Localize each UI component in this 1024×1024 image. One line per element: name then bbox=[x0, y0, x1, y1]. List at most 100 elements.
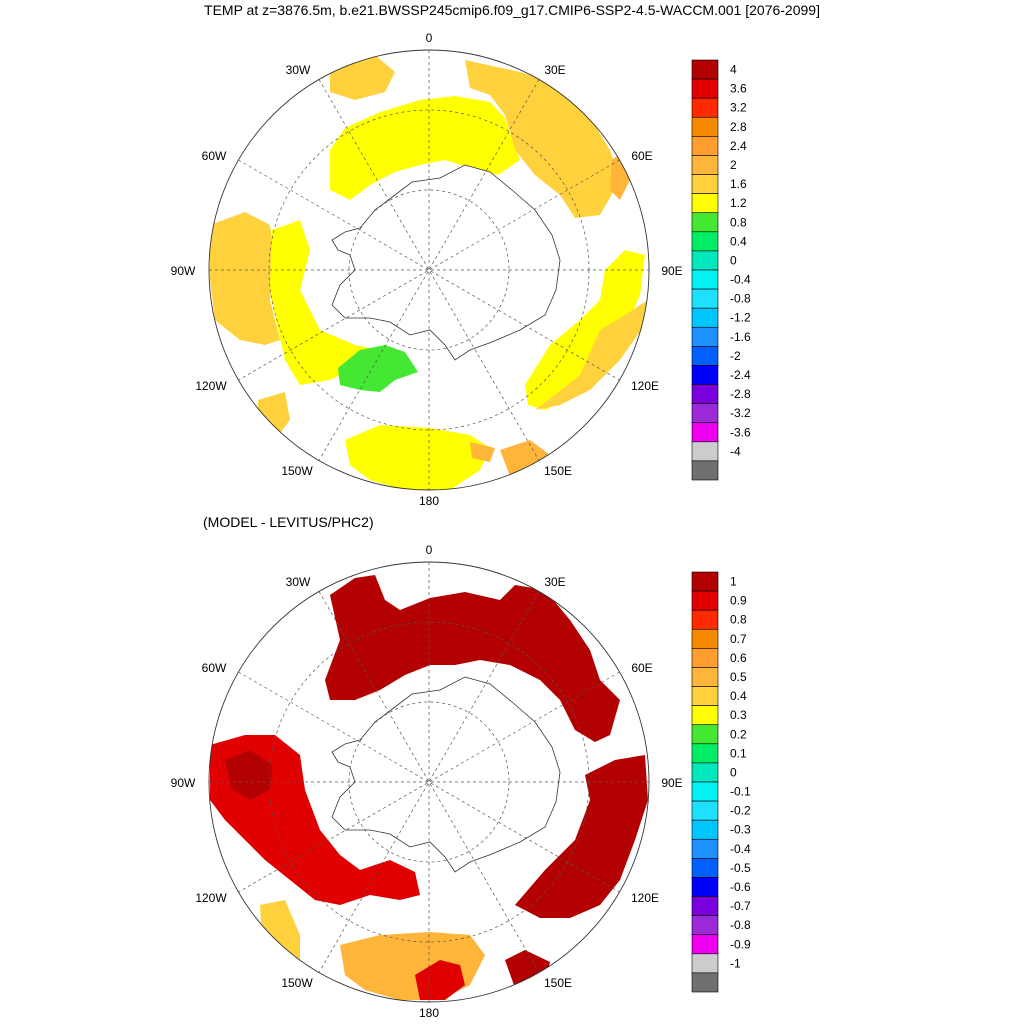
colorbar-swatch bbox=[691, 116, 719, 137]
lon-label: 150W bbox=[281, 976, 313, 990]
colorbar-tick-label: -0.4 bbox=[730, 842, 751, 856]
lon-label: 60E bbox=[631, 149, 652, 163]
model-graticule bbox=[209, 50, 649, 490]
colorbar-tick-label: -1.6 bbox=[730, 330, 751, 344]
colorbar-swatch bbox=[691, 972, 719, 993]
main-title: TEMP at z=3876.5m, b.e21.BWSSP245cmip6.f… bbox=[204, 2, 820, 18]
colorbar-tick-label: 0.3 bbox=[730, 708, 747, 722]
model-map: 0 30E 60E 90E 120E 150E 180 150W 120W 90… bbox=[171, 31, 751, 508]
colorbar-swatch bbox=[691, 78, 719, 99]
model-field bbox=[209, 50, 649, 490]
colorbar-swatch bbox=[691, 915, 719, 936]
colorbar-tick-label: 2 bbox=[730, 158, 737, 172]
colorbar-tick-label: -0.6 bbox=[730, 880, 751, 894]
colorbar-tick-label: 2.4 bbox=[730, 139, 747, 153]
model-lon-labels: 0 30E 60E 90E 120E 150E 180 150W 120W 90… bbox=[171, 31, 683, 508]
colorbar-swatch bbox=[691, 155, 719, 175]
diff-region-atlantic bbox=[325, 575, 620, 742]
colorbar-swatch bbox=[691, 212, 719, 233]
colorbar-swatch bbox=[691, 953, 719, 974]
lon-label: 90W bbox=[171, 776, 196, 790]
colorbar-tick-label: -4 bbox=[730, 444, 741, 458]
colorbar-tick-label: -2.8 bbox=[730, 387, 751, 401]
colorbar-tick-label: -0.5 bbox=[730, 861, 751, 875]
colorbar-tick-label: 0.7 bbox=[730, 632, 747, 646]
lon-label: 120E bbox=[631, 379, 659, 393]
lon-label: 30E bbox=[544, 575, 565, 589]
colorbar-tick-label: -1 bbox=[730, 956, 741, 970]
lon-label: 60E bbox=[631, 661, 652, 675]
colorbar-tick-label: 3.2 bbox=[730, 101, 747, 115]
lon-label: 120E bbox=[631, 891, 659, 905]
colorbar-tick-label: 0.4 bbox=[730, 234, 747, 248]
difference-panel-title: (MODEL - LEVITUS/PHC2) bbox=[203, 514, 374, 530]
colorbar-tick-label: 0.1 bbox=[730, 746, 747, 760]
colorbar-swatch bbox=[691, 686, 719, 706]
colorbar-tick-label: 1 bbox=[730, 575, 737, 589]
field-region-west-inner bbox=[270, 220, 380, 385]
colorbar-tick-label: 0.8 bbox=[730, 613, 747, 627]
colorbar-tick-label: 0 bbox=[730, 765, 737, 779]
field-region-west bbox=[210, 212, 280, 345]
colorbar-swatch bbox=[691, 269, 719, 290]
lon-label: 150E bbox=[544, 976, 572, 990]
lon-label: 150W bbox=[281, 464, 313, 478]
field-region-south-orange bbox=[470, 442, 495, 462]
field-region-northeast bbox=[465, 60, 620, 218]
colorbar-swatch bbox=[691, 288, 719, 309]
colorbar-swatch bbox=[691, 365, 719, 385]
colorbar-tick-label: -2 bbox=[730, 349, 741, 363]
colorbar-tick-label: 0 bbox=[730, 253, 737, 267]
difference-lon-labels: 0 30E 60E 90E 120E 150E 180 150W 120W 90… bbox=[171, 543, 683, 1020]
colorbar-swatch bbox=[691, 231, 719, 252]
colorbar-swatch bbox=[691, 609, 719, 630]
lon-label: 30W bbox=[286, 575, 311, 589]
colorbar-tick-label: -0.3 bbox=[730, 823, 751, 837]
field-region-south bbox=[345, 425, 490, 490]
colorbar-swatch bbox=[691, 934, 719, 955]
colorbar-tick-label: -0.2 bbox=[730, 804, 751, 818]
model-colorbar: 4 3.6 3.2 2.8 2.4 2 1.6 1.2 0.8 0.4 0 -0.4 -0.8 -1.2 -… bbox=[691, 59, 751, 481]
lon-label: 30W bbox=[286, 63, 311, 77]
colorbar-swatch bbox=[691, 819, 719, 840]
colorbar-tick-label: 0.2 bbox=[730, 727, 747, 741]
colorbar-tick-label: -0.8 bbox=[730, 918, 751, 932]
colorbar-swatch bbox=[691, 174, 719, 194]
colorbar-swatch bbox=[691, 590, 719, 611]
colorbar-swatch bbox=[691, 724, 719, 745]
lon-label: 180 bbox=[419, 494, 439, 508]
colorbar-swatch bbox=[691, 858, 719, 878]
colorbar-tick-label: -0.7 bbox=[730, 899, 751, 913]
colorbar-tick-label: 0.8 bbox=[730, 215, 747, 229]
difference-map-border bbox=[208, 561, 650, 1003]
colorbar-tick-label: -0.9 bbox=[730, 937, 751, 951]
colorbar-swatch bbox=[691, 877, 719, 897]
colorbar-swatch bbox=[691, 441, 719, 462]
colorbar-swatch bbox=[691, 346, 719, 366]
field-region-east-rim bbox=[535, 300, 648, 410]
colorbar-swatch bbox=[691, 743, 719, 764]
colorbar-swatch bbox=[691, 193, 719, 214]
colorbar-tick-label: -1.2 bbox=[730, 311, 751, 325]
colorbar-swatch bbox=[691, 384, 719, 404]
lon-label: 90E bbox=[661, 776, 682, 790]
colorbar-swatch bbox=[691, 97, 719, 118]
lon-label: 0 bbox=[426, 31, 433, 45]
lon-label: 150E bbox=[544, 464, 572, 478]
colorbar-tick-label: -0.8 bbox=[730, 292, 751, 306]
colorbar-tick-label: -0.1 bbox=[730, 785, 751, 799]
colorbar-tick-label: 0.4 bbox=[730, 689, 747, 703]
difference-map: 0 30E 60E 90E 120E 150E 180 150W 120W 90… bbox=[171, 543, 751, 1020]
colorbar-swatch bbox=[691, 762, 719, 783]
colorbar-tick-label: 2.8 bbox=[730, 120, 747, 134]
colorbar-tick-label: 1.2 bbox=[730, 196, 747, 210]
field-region-east-yellow bbox=[525, 250, 645, 410]
colorbar-swatch bbox=[691, 838, 719, 859]
model-map-border bbox=[208, 49, 650, 491]
lon-label: 120W bbox=[195, 379, 227, 393]
colorbar-tick-label: -0.4 bbox=[730, 273, 751, 287]
colorbar-swatch bbox=[691, 781, 719, 802]
colorbar-tick-label: 0.6 bbox=[730, 651, 747, 665]
colorbar-tick-label: -3.2 bbox=[730, 406, 751, 420]
diff-region-south-red bbox=[415, 960, 465, 1000]
